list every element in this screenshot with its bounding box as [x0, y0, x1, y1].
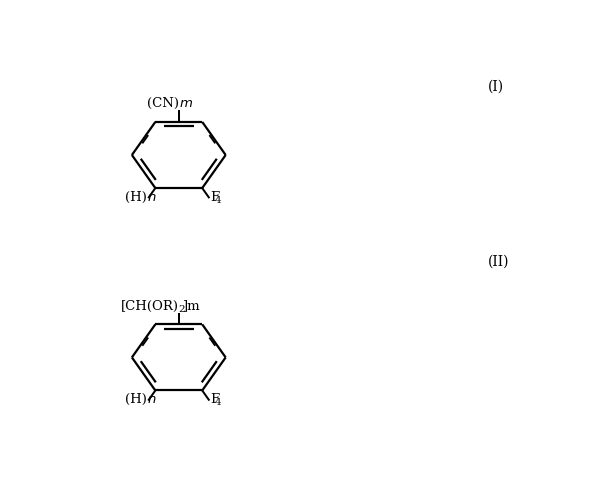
Text: (H): (H) [125, 191, 147, 204]
Text: F: F [211, 393, 220, 406]
Text: $m$: $m$ [179, 97, 193, 110]
Text: ]m: ]m [182, 300, 200, 312]
Text: (I): (I) [488, 79, 505, 93]
Text: (II): (II) [488, 255, 510, 269]
Text: [CH(OR): [CH(OR) [121, 300, 179, 312]
Text: F: F [211, 191, 220, 204]
Text: (CN): (CN) [147, 97, 179, 110]
Text: 2: 2 [179, 306, 185, 314]
Text: $n$: $n$ [147, 191, 157, 204]
Text: (H): (H) [125, 393, 147, 406]
Text: $n$: $n$ [147, 393, 157, 406]
Text: 4: 4 [215, 398, 221, 407]
Text: 4: 4 [215, 195, 221, 204]
